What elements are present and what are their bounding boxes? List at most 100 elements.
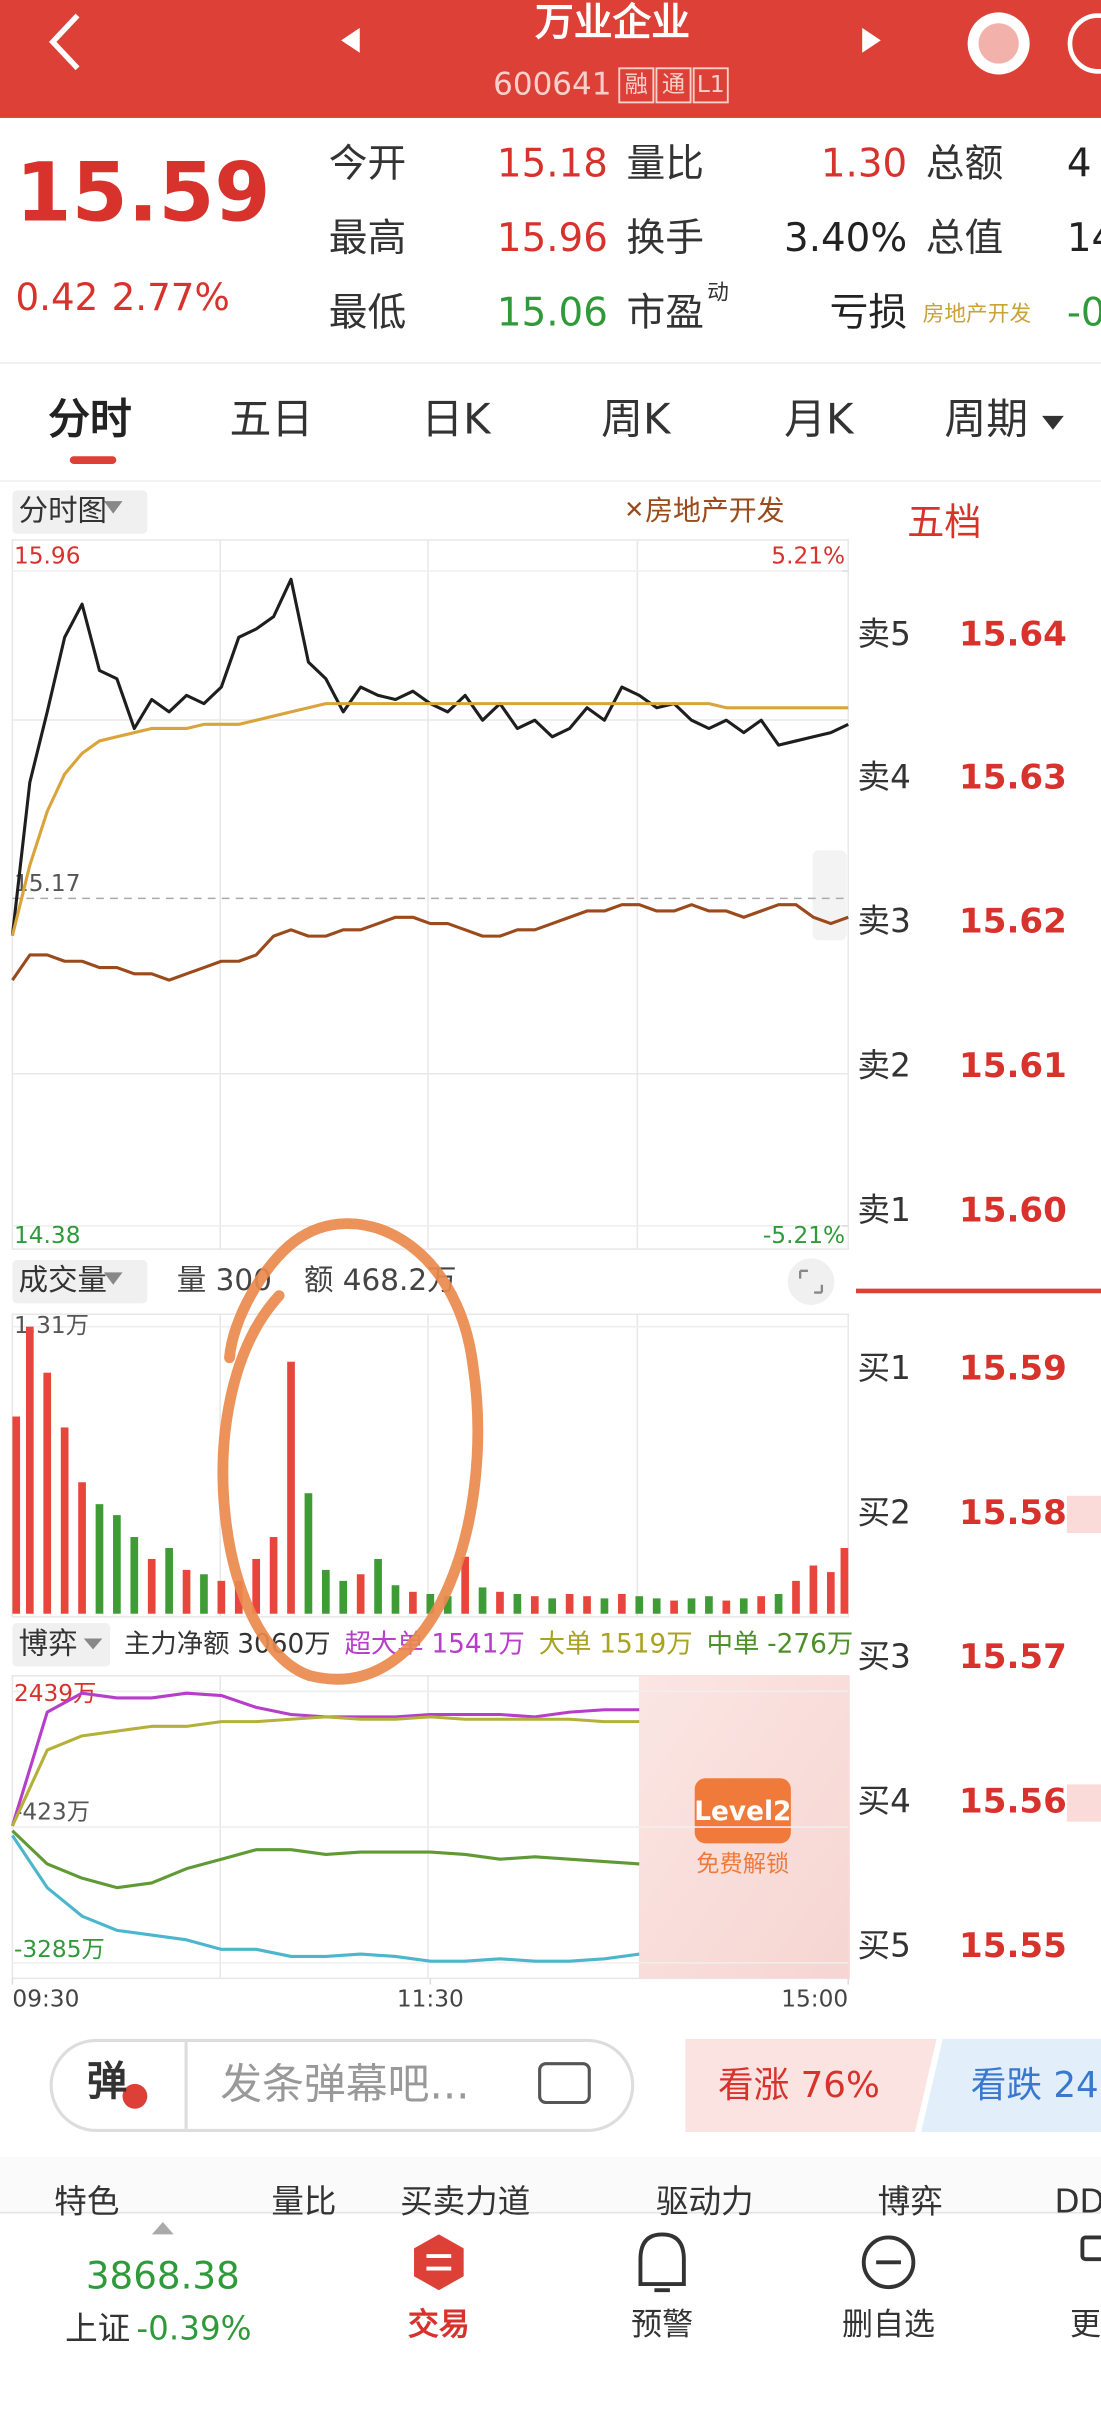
danmu-input[interactable] — [49, 2038, 635, 2132]
tab[interactable]: 月K — [784, 395, 855, 444]
index-arrow — [151, 2221, 174, 2235]
alert-icon[interactable] — [638, 2232, 686, 2293]
level2-badge-text: Level2 — [694, 1797, 791, 1827]
tab[interactable]: 日K — [421, 395, 492, 444]
series-line — [11, 1829, 640, 1890]
prev-stock[interactable] — [341, 27, 360, 53]
dropdown-arrow — [1042, 415, 1064, 430]
volume-bar — [287, 1361, 295, 1614]
feature-tab[interactable]: 特色 — [54, 2182, 119, 2220]
order-label: 买4 — [858, 1782, 911, 1820]
series-line — [11, 1834, 640, 1963]
robot-face — [978, 23, 1019, 64]
feature-tab[interactable]: 博弈 — [878, 2182, 943, 2220]
order-price: 15.59 — [959, 1349, 1067, 1389]
tab[interactable]: 五日 — [230, 395, 314, 444]
order-price: 15.58 — [959, 1493, 1067, 1533]
quote-value: 14 — [1067, 216, 1101, 261]
order-price: 15.62 — [959, 902, 1067, 942]
legend-label: 大单 — [539, 1629, 592, 1659]
danmu-icon: 弹 — [87, 2058, 127, 2105]
volume-bar — [252, 1558, 261, 1614]
order-label: 卖4 — [858, 758, 911, 796]
series-line — [11, 903, 849, 982]
tab[interactable]: 周期 — [944, 395, 1028, 444]
close-sector[interactable] — [627, 501, 642, 516]
y-tick-label: 15.96 — [14, 543, 81, 570]
chart-title[interactable]: 分时图 — [19, 494, 107, 528]
x-tick-label: 09:30 — [12, 1986, 79, 2013]
tab[interactable]: 分时 — [48, 395, 132, 444]
stock-tag: 通 — [662, 71, 685, 98]
order-label: 买1 — [858, 1349, 911, 1387]
price-change: 0.42 — [16, 275, 99, 319]
nav-item[interactable]: 更 — [1070, 2307, 1101, 2343]
bearish-button[interactable] — [921, 2038, 1101, 2132]
trade-arrows — [426, 2254, 452, 2271]
chart-title[interactable]: 成交量 — [19, 1263, 107, 1297]
volume-bar — [530, 1596, 539, 1614]
bullish-button[interactable] — [685, 2038, 937, 2132]
order-label: 买2 — [858, 1493, 911, 1531]
feature-tab[interactable]: 量比 — [271, 2182, 336, 2220]
volume-bar — [356, 1574, 365, 1614]
volume-bar — [339, 1580, 348, 1614]
y-tick-label: 14.38 — [14, 1222, 81, 1249]
series-line — [10, 1691, 640, 1827]
order-price: 15.61 — [959, 1046, 1067, 1086]
order-price: 15.60 — [959, 1190, 1067, 1230]
order-label: 卖3 — [858, 902, 911, 940]
order-label: 卖5 — [858, 615, 911, 653]
order-price: 15.64 — [959, 615, 1067, 655]
volume-bar — [809, 1565, 818, 1614]
quote-label: 量比 — [626, 142, 704, 187]
volume-bar — [200, 1574, 208, 1614]
volume-bar — [496, 1591, 504, 1614]
y-tick-label: -423万 — [14, 1799, 90, 1826]
feature-tab[interactable]: 驱动力 — [656, 2182, 754, 2220]
expand-icon — [799, 1269, 824, 1294]
tag-box — [618, 67, 655, 104]
order-label: 卖1 — [858, 1191, 911, 1229]
volume-bar — [792, 1580, 800, 1614]
quote-label: 房地产开发 — [923, 302, 1031, 327]
bottom-nav — [0, 2212, 1101, 2433]
more-nav-icon[interactable] — [1080, 2235, 1101, 2262]
volume-bar — [739, 1598, 748, 1614]
feature-tab[interactable]: 买卖力道 — [400, 2182, 530, 2220]
remove-icon[interactable] — [861, 2235, 916, 2290]
series-line — [10, 702, 849, 937]
order-book-title[interactable]: 五档 — [907, 500, 981, 544]
nav-item[interactable]: 删自选 — [842, 2307, 935, 2343]
nav-item[interactable]: 预警 — [631, 2307, 693, 2343]
volume-bar — [687, 1598, 696, 1614]
tab[interactable]: 周K — [601, 395, 672, 444]
x-tick-label: 15:00 — [781, 1986, 848, 2013]
quote-value: 15.96 — [497, 216, 608, 261]
danmu-placeholder[interactable]: 发条弹幕吧... — [220, 2059, 469, 2108]
volume-bar — [757, 1596, 766, 1614]
bearish-label[interactable]: 看跌 24 — [971, 2065, 1099, 2106]
danmu-settings[interactable] — [538, 2062, 591, 2105]
feature-tab[interactable]: DD — [1054, 2182, 1101, 2220]
next-stock[interactable] — [862, 27, 881, 53]
order-price: 15.63 — [959, 757, 1067, 797]
nav-item[interactable]: 交易 — [408, 2307, 470, 2343]
legend-value: 1541万 — [431, 1629, 524, 1659]
back-button[interactable] — [48, 13, 80, 71]
order-label: 买5 — [858, 1926, 911, 1964]
expand-button[interactable] — [787, 1258, 835, 1305]
trade-icon[interactable] — [414, 2234, 464, 2291]
volume-bar — [583, 1596, 591, 1614]
quote-label: 市盈 — [626, 290, 704, 335]
volume-bar — [113, 1515, 121, 1614]
bullish-label[interactable]: 看涨 76% — [718, 2065, 880, 2106]
volume-bar — [60, 1427, 69, 1614]
chart-title[interactable]: 博弈 — [19, 1626, 78, 1660]
order-price: 15.55 — [959, 1926, 1067, 1966]
order-label: 卖2 — [858, 1047, 911, 1085]
side-handle[interactable] — [812, 850, 847, 941]
price-change-pct: 2.77% — [112, 275, 230, 319]
more-icon[interactable] — [1067, 13, 1101, 74]
